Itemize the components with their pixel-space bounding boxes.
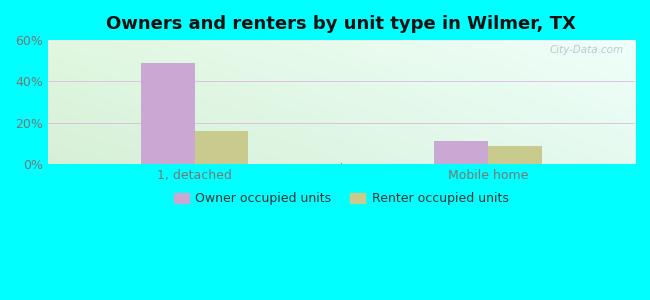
- Text: City-Data.com: City-Data.com: [549, 45, 623, 55]
- Bar: [434, 142, 488, 164]
- Bar: [194, 131, 248, 164]
- Legend: Owner occupied units, Renter occupied units: Owner occupied units, Renter occupied un…: [169, 187, 514, 210]
- Title: Owners and renters by unit type in Wilmer, TX: Owners and renters by unit type in Wilme…: [107, 15, 577, 33]
- Bar: [488, 146, 542, 164]
- Bar: [140, 63, 194, 164]
